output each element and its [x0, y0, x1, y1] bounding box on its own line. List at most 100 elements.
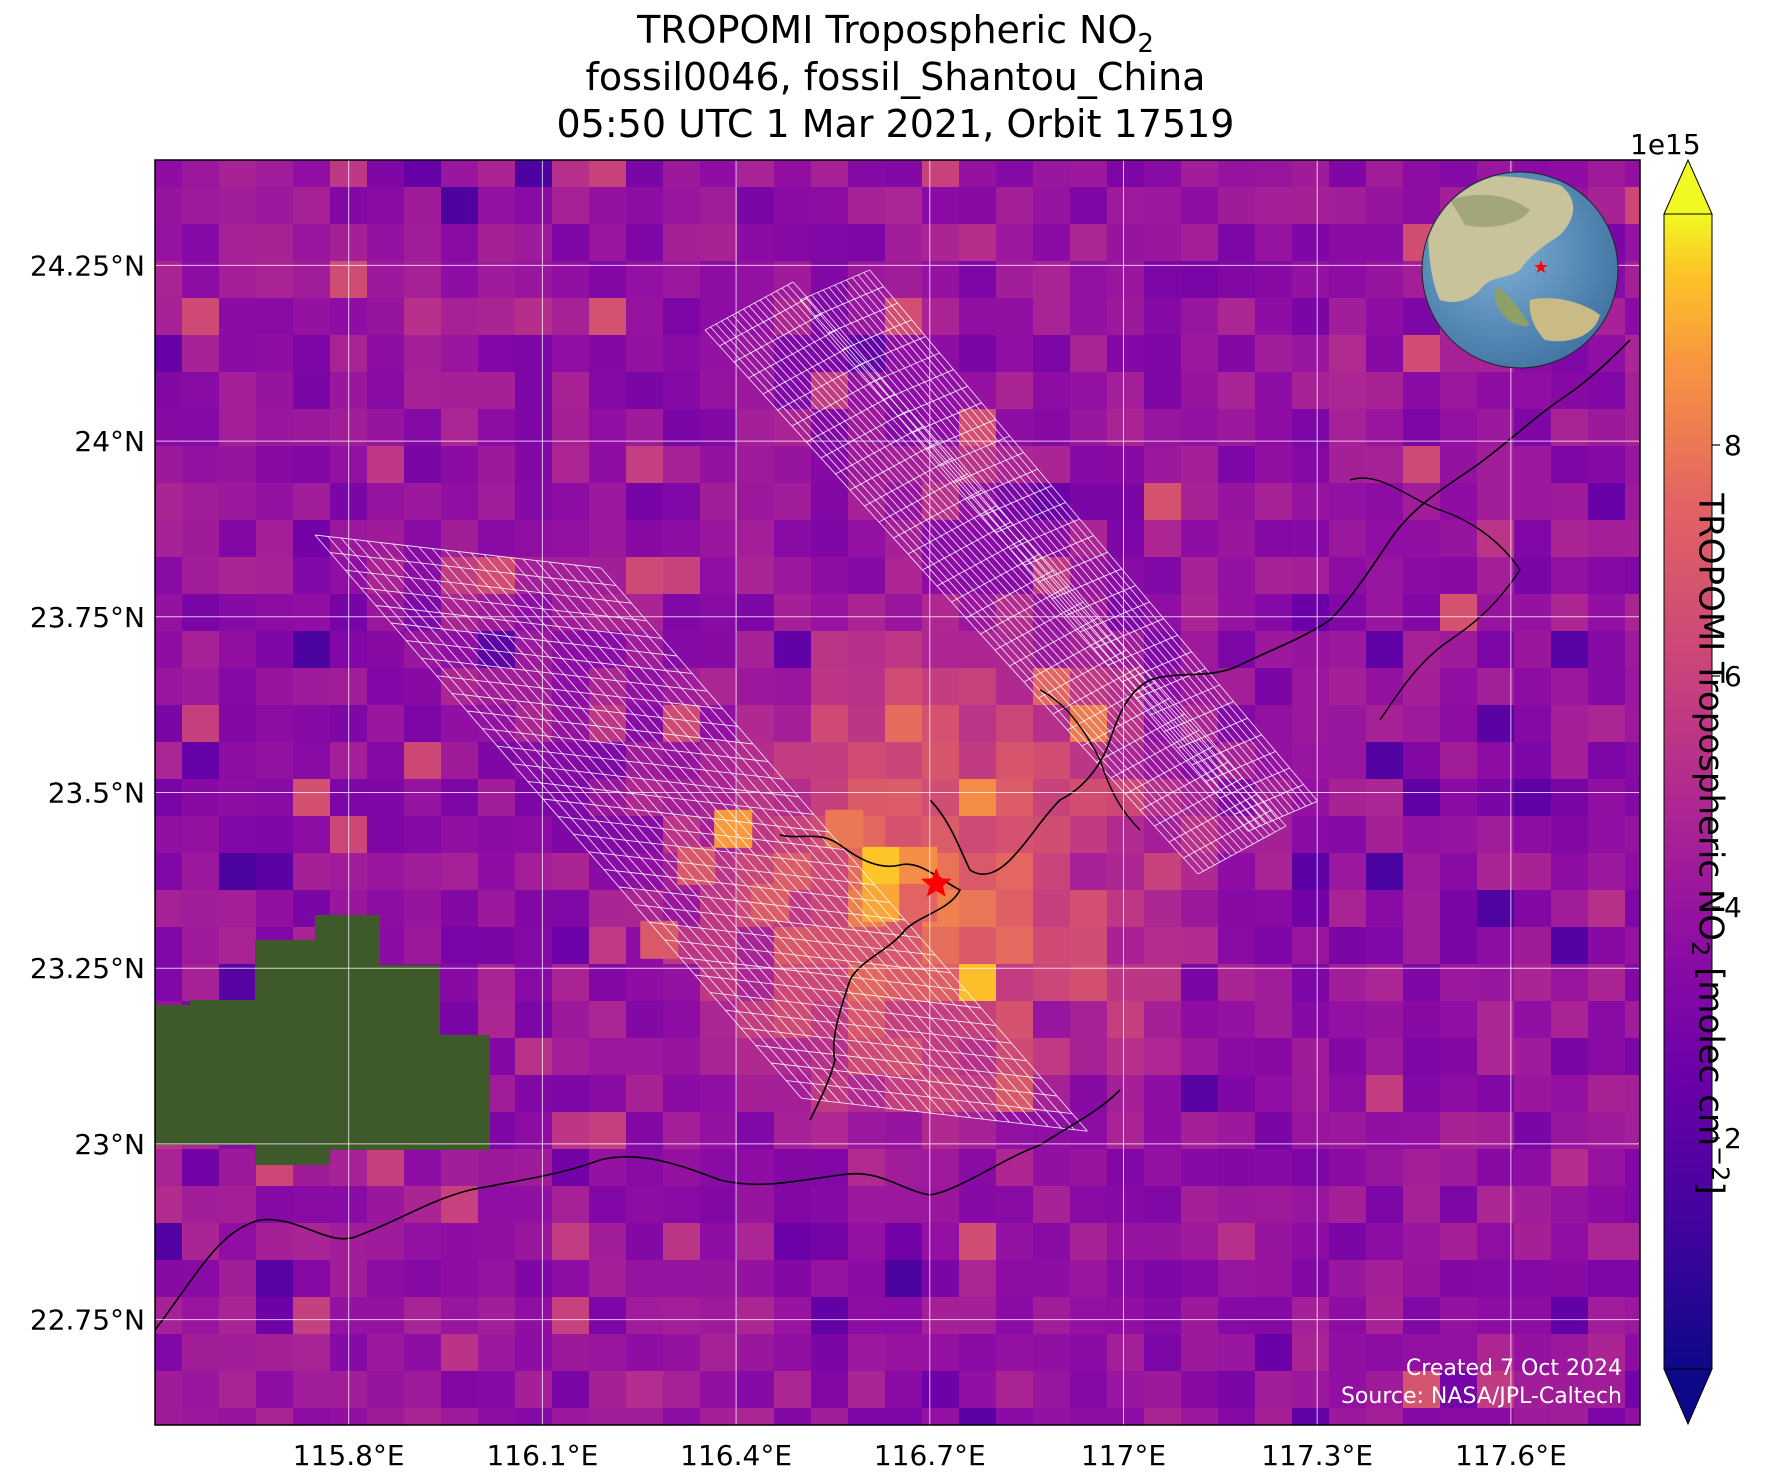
no2-pixel — [1292, 520, 1330, 558]
no2-pixel-high — [825, 809, 864, 848]
no2-pixel — [663, 1408, 701, 1425]
no2-pixel — [1588, 1408, 1626, 1425]
no2-pixel — [552, 298, 590, 336]
no2-pixel — [155, 187, 183, 225]
no2-pixel — [589, 890, 627, 928]
no2-pixel — [441, 298, 479, 336]
no2-pixel — [811, 1038, 849, 1076]
no2-pixel — [1366, 1149, 1404, 1187]
swath-line — [936, 537, 1026, 587]
swath-line — [345, 569, 632, 604]
no2-pixel — [626, 1408, 664, 1425]
no2-pixel — [293, 705, 331, 743]
no2-pixel — [1366, 668, 1404, 706]
no2-pixel — [515, 446, 553, 484]
no2-pixel — [1625, 1186, 1640, 1224]
no2-pixel — [1329, 853, 1367, 891]
no2-pixel — [1255, 1075, 1293, 1113]
no2-pixel — [996, 1297, 1034, 1335]
no2-pixel — [367, 1149, 405, 1187]
no2-pixel — [1107, 779, 1145, 817]
no2-pixel — [885, 1186, 923, 1224]
no2-pixel — [589, 779, 627, 817]
no2-pixel — [663, 1075, 701, 1113]
no2-pixel — [1514, 1038, 1552, 1076]
no2-pixel — [182, 705, 220, 743]
no2-pixel — [996, 668, 1034, 706]
no2-pixel — [1107, 446, 1145, 484]
no2-pixel — [1366, 1334, 1404, 1372]
swath-line — [558, 816, 845, 851]
no2-pixel — [922, 298, 960, 336]
no2-pixel — [589, 1334, 627, 1372]
no2-pixel — [700, 557, 738, 595]
no2-pixel — [367, 520, 405, 558]
no2-pixel — [996, 1001, 1034, 1039]
no2-pixel — [1292, 1223, 1330, 1261]
no2-pixel — [700, 187, 738, 225]
swath-line — [527, 780, 814, 815]
no2-pixel — [996, 1260, 1034, 1298]
no2-pixel — [1033, 816, 1071, 854]
no2-pixel — [700, 1149, 738, 1187]
no2-pixel — [1218, 160, 1256, 188]
no2-pixel — [959, 160, 997, 188]
no2-pixel — [626, 1001, 664, 1039]
no2-pixel — [1181, 927, 1219, 965]
no2-pixel — [1588, 742, 1626, 780]
no2-pixel — [626, 1186, 664, 1224]
no2-pixel — [1255, 298, 1293, 336]
no2-pixel — [182, 261, 220, 299]
no2-pixel — [1625, 372, 1640, 410]
no2-pixel — [182, 964, 220, 1002]
no2-pixel — [182, 890, 220, 928]
no2-pixel — [404, 298, 442, 336]
no2-pixel — [155, 1371, 183, 1409]
no2-pixel — [1477, 927, 1515, 965]
no2-pixel — [1218, 1149, 1256, 1187]
no2-pixel — [996, 964, 1034, 1002]
no2-pixel — [1366, 779, 1404, 817]
no2-pixel — [1033, 853, 1071, 891]
no2-pixel — [885, 1001, 923, 1039]
no2-pixel — [515, 964, 553, 1002]
no2-pixel — [1366, 1223, 1404, 1261]
no2-pixel — [182, 742, 220, 780]
no2-pixel — [959, 1223, 997, 1261]
no2-pixel — [1218, 853, 1256, 891]
no2-pixel — [367, 335, 405, 373]
no2-pixel — [922, 372, 960, 410]
no2-pixel — [589, 261, 627, 299]
no2-pixel — [959, 779, 997, 817]
no2-pixel — [922, 594, 960, 632]
no2-pixel — [1403, 1334, 1441, 1372]
no2-pixel — [774, 964, 812, 1002]
no2-pixel — [441, 557, 479, 595]
no2-pixel — [1033, 742, 1071, 780]
no2-pixel — [737, 1408, 775, 1425]
no2-pixel — [478, 160, 516, 188]
no2-pixel — [811, 890, 849, 928]
no2-pixel — [737, 668, 775, 706]
no2-pixel — [1292, 927, 1330, 965]
no2-pixel — [626, 446, 664, 484]
no2-pixel — [515, 927, 553, 965]
no2-pixel — [256, 1297, 294, 1335]
swath-line — [770, 1062, 1058, 1097]
no2-pixel — [1181, 1371, 1219, 1409]
no2-pixel — [1366, 1260, 1404, 1298]
no2-pixel — [1292, 1297, 1330, 1335]
no2-pixel — [811, 1408, 849, 1425]
no2-pixel — [515, 779, 553, 817]
no2-pixel — [1551, 853, 1589, 891]
no2-pixel-high — [640, 920, 679, 959]
no2-pixel — [700, 668, 738, 706]
no2-pixel — [1477, 594, 1515, 632]
no2-pixel — [367, 298, 405, 336]
no2-pixel — [552, 1038, 590, 1076]
no2-pixel — [663, 187, 701, 225]
no2-pixel — [256, 187, 294, 225]
no2-pixel — [1255, 1371, 1293, 1409]
no2-pixel — [774, 160, 812, 188]
no2-pixel — [1625, 890, 1640, 928]
